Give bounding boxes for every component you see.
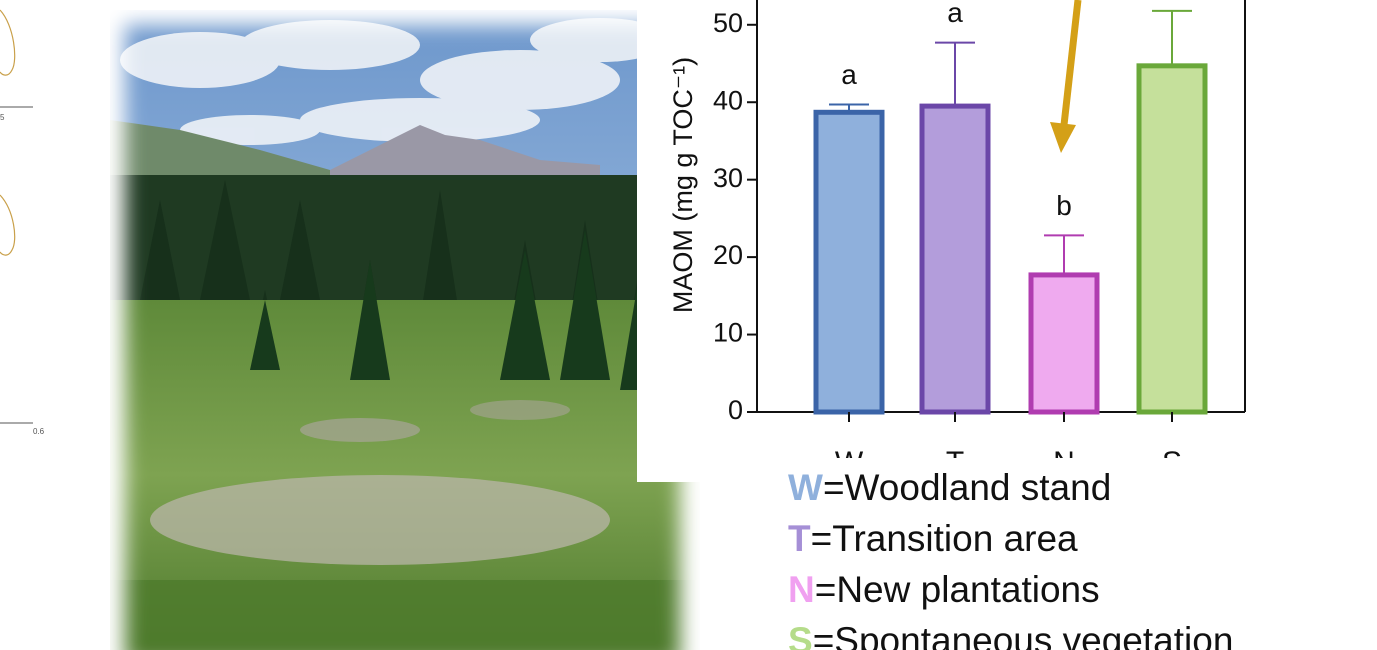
significance-letter: a [841,59,857,90]
legend-key: S [788,620,813,650]
fragment-label: 0.6 [33,427,45,436]
legend-label: =Spontaneous vegetation [813,620,1234,650]
y-tick-label: 0 [728,395,743,425]
legend-entry: W=Woodland stand [788,467,1111,508]
y-tick-label: 50 [713,8,743,38]
legend-key: T [788,518,811,559]
legend-label: =New plantations [815,569,1100,610]
background-fragment: 5 0.6 [0,10,45,436]
legend-entry: T=Transition area [788,518,1078,559]
legend-key: W [788,467,823,508]
fragment-label: 5 [0,113,5,122]
y-tick-label: 20 [713,240,743,270]
y-tick-label: 30 [713,163,743,193]
significance-letter: b [1056,190,1072,221]
significance-letter: a [947,0,963,28]
landscape-photo [110,10,700,650]
bar [1139,66,1205,412]
legend-entry: S=Spontaneous vegetation [788,620,1233,650]
bar [816,112,882,412]
legend-label: =Transition area [811,518,1078,559]
page: 5 0.6 0 10 20 30 40 50 WTNSa [0,0,1377,650]
y-tick-label: 10 [713,318,743,348]
bar [1031,275,1097,412]
y-tick-label: 40 [713,85,743,115]
legend-entry: N=New plantations [788,569,1100,610]
legend-key: N [788,569,815,610]
legend-label: =Woodland stand [823,467,1111,508]
y-axis-label: MAOM (mg g TOC⁻¹) [668,57,698,313]
bar [922,106,988,412]
